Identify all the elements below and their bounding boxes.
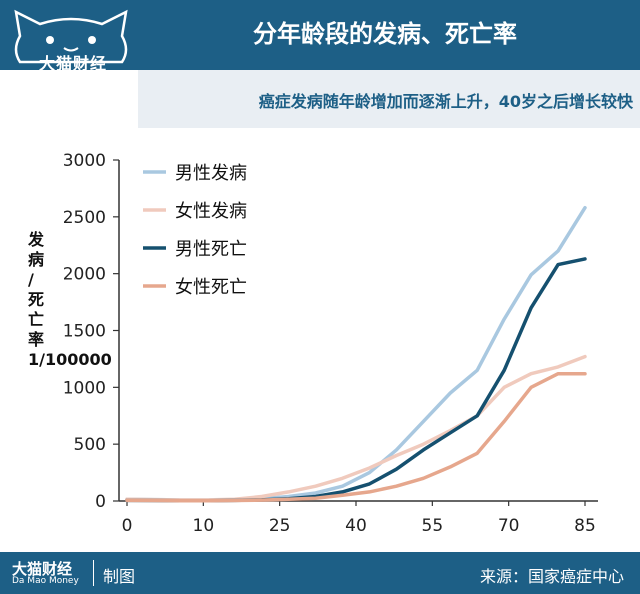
footer-brand: 大猫财经 (12, 560, 73, 578)
y-tick-label: 500 (74, 435, 106, 455)
footer-divider (93, 560, 94, 586)
y-tick-label: 2500 (63, 208, 106, 228)
brand-name: 大猫财经 (38, 54, 107, 73)
y-tick-label: 3000 (63, 151, 106, 171)
legend-label: 女性发病 (175, 201, 247, 222)
footer-source: 来源：国家癌症中心 (479, 567, 624, 586)
legend-label: 女性死亡 (175, 277, 247, 298)
legend-label: 男性死亡 (175, 239, 247, 260)
x-tick-label: 10 (193, 516, 215, 536)
y-axis-label-part: 死亡率 (28, 290, 45, 349)
page-title: 分年龄段的发病、死亡率 (253, 20, 517, 48)
x-tick-label: 0 (122, 516, 133, 536)
legend-label: 男性发病 (175, 163, 247, 184)
y-axis-label-part: 发病 (28, 230, 45, 269)
footer-brand-en: Da Mao Money (12, 576, 79, 586)
y-axis-label-part: / (28, 270, 34, 289)
footer-band: 大猫财经 Da Mao Money 制图 来源：国家癌症中心 (0, 552, 640, 594)
y-tick-label: 1000 (63, 378, 106, 398)
x-tick-label: 85 (574, 516, 596, 536)
line-chart: 0 500 1000 1500 2000 2500 3000 0 10 25 40 55 70 85 男性发… (63, 151, 598, 536)
brand-name-en: Da Mao Money (31, 72, 113, 85)
subtitle: 癌症发病随年龄增加而逐渐上升，40岁之后增长较快 (258, 92, 633, 111)
subtitle-band: 癌症发病随年龄增加而逐渐上升，40岁之后增长较快 (138, 70, 640, 128)
y-tick-label: 2000 (63, 265, 106, 285)
series-line-4 (125, 371, 587, 503)
x-tick-label: 25 (269, 516, 291, 536)
x-tick-label: 55 (422, 516, 444, 536)
x-tick-label: 40 (345, 516, 367, 536)
y-tick-label: 0 (95, 492, 106, 512)
header-band (0, 0, 640, 70)
y-tick-label: 1500 (63, 322, 106, 342)
footer-made-by: 制图 (103, 567, 136, 586)
x-tick-label: 70 (498, 516, 520, 536)
cat-logo-icon (14, 9, 128, 64)
